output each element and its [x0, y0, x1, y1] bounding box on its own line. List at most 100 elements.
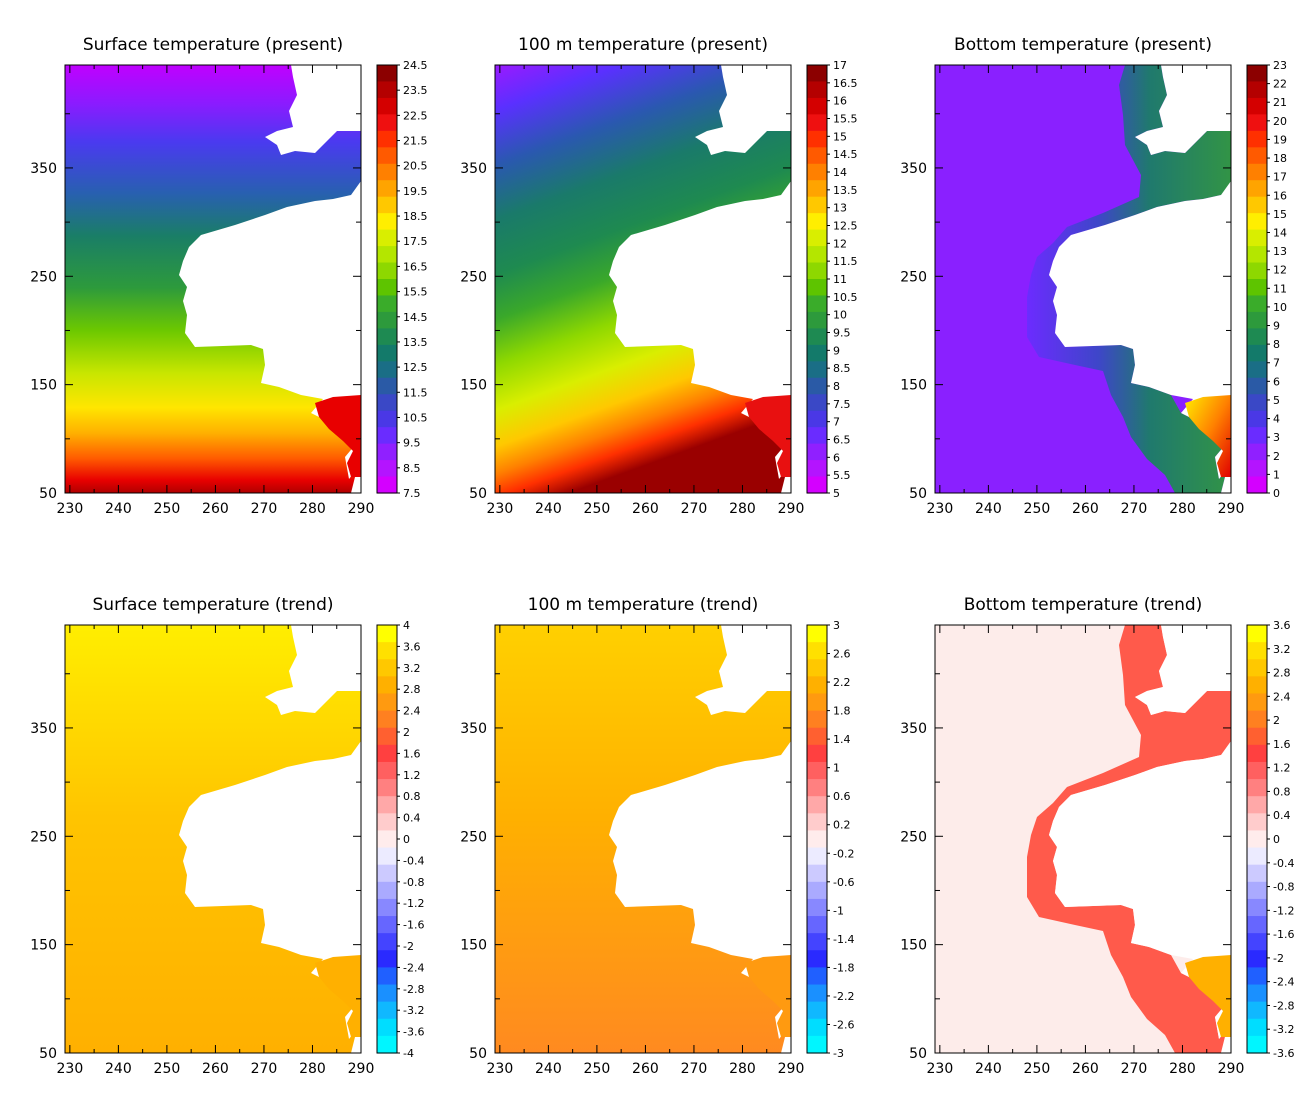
- colorbar-label: 15: [1273, 208, 1287, 221]
- colorbar-swatch: [1247, 693, 1267, 712]
- colorbar-swatch: [1247, 830, 1267, 849]
- gulf-patch: [745, 395, 791, 477]
- colorbar-label: 24.5: [403, 59, 428, 72]
- colorbar-label: 7.5: [403, 487, 421, 500]
- data-field: [495, 65, 791, 493]
- colorbar-swatch: [807, 693, 827, 712]
- colorbar-swatch: [1247, 933, 1267, 951]
- colorbar-swatch: [377, 796, 397, 814]
- colorbar-swatch: [377, 659, 397, 677]
- colorbar-swatch: [1247, 864, 1267, 883]
- colorbar-swatch: [1247, 246, 1267, 264]
- colorbar-label: 4: [1273, 413, 1280, 426]
- plot-frame: [494, 624, 792, 1054]
- colorbar-swatch: [1247, 967, 1267, 986]
- colorbar-swatch: [1247, 710, 1267, 729]
- colorbar-label: 18.5: [403, 210, 428, 223]
- colorbar-label: 2: [1273, 714, 1280, 727]
- colorbar-swatch: [377, 246, 397, 264]
- x-tick-label: 250: [584, 1061, 611, 1077]
- x-tick-label: 230: [926, 501, 953, 517]
- x-tick-label: 280: [729, 501, 756, 517]
- panel-5: 100 m temperature (trend) 230 240 250 260 270…: [460, 595, 854, 1077]
- x-tick-label: 270: [681, 1061, 708, 1077]
- colorbar-label: 0.4: [1273, 809, 1291, 822]
- colorbar-label: 13: [1273, 245, 1287, 258]
- colorbar-swatch: [377, 642, 397, 660]
- x-tick-label: 240: [105, 501, 132, 517]
- colorbar-swatch: [1247, 984, 1267, 1003]
- y-tick-label: 50: [39, 486, 57, 502]
- y-tick-label: 250: [30, 269, 57, 285]
- colorbar-label: -2.8: [1273, 999, 1294, 1012]
- colorbar-label: -3.2: [403, 1004, 424, 1017]
- colorbar-swatch: [377, 97, 397, 115]
- colorbar-label: 12: [833, 237, 847, 250]
- colorbar-label: -0.8: [1273, 881, 1294, 894]
- colorbar-swatch: [807, 984, 827, 1003]
- colorbar-swatch: [807, 163, 827, 181]
- x-tick-label: 270: [1121, 501, 1148, 517]
- colorbar-swatch: [377, 830, 397, 849]
- colorbar-swatch: [1247, 460, 1267, 478]
- colorbar-swatch: [377, 361, 397, 379]
- panel-title: Bottom temperature (trend): [964, 595, 1203, 615]
- colorbar-label: 17.5: [403, 235, 428, 248]
- colorbar-swatch: [377, 761, 397, 780]
- colorbar-label: 0: [1273, 487, 1280, 500]
- colorbar-swatch: [1247, 950, 1267, 968]
- colorbar-swatch: [807, 1018, 827, 1037]
- y-tick-label: 250: [460, 829, 487, 845]
- colorbar-label: 2.8: [1273, 667, 1291, 680]
- colorbar-label: 10.5: [833, 291, 858, 304]
- colorbar-label: 1.6: [1273, 738, 1291, 751]
- colorbar-label: 16: [833, 95, 847, 108]
- x-tick-label: 270: [251, 1061, 278, 1077]
- colorbar-swatch: [807, 967, 827, 986]
- colorbar-swatch: [377, 1001, 397, 1020]
- colorbar-label: 10.5: [403, 411, 428, 424]
- y-tick-label: 150: [460, 378, 487, 394]
- colorbar-label: 9.5: [833, 327, 851, 340]
- colorbar-label: 5: [1273, 394, 1280, 407]
- plot-frame: [934, 64, 1232, 494]
- x-tick-label: 280: [1169, 501, 1196, 517]
- colorbar-swatch: [1247, 625, 1267, 643]
- x-tick-label: 250: [1024, 1061, 1051, 1077]
- x-tick-label: 290: [348, 501, 375, 517]
- colorbar-label: 10: [833, 309, 847, 322]
- colorbar: 24.5 23.5 22.5 21.5 20.5 19.5 18.5 17.5 16.5 15.5…: [376, 59, 428, 500]
- colorbar-label: 22: [1273, 78, 1287, 91]
- colorbar-label: 1.4: [833, 733, 851, 746]
- colorbar-label: 11.5: [403, 386, 428, 399]
- colorbar-swatch: [377, 779, 397, 797]
- colorbar-label: 3.2: [1273, 643, 1291, 656]
- gulf-patch: [315, 955, 361, 1037]
- colorbar-swatch: [1247, 295, 1267, 313]
- colorbar-swatch: [377, 1035, 397, 1054]
- colorbar-swatch: [1247, 213, 1267, 231]
- y-tick-label: 150: [30, 938, 57, 954]
- colorbar-swatch: [1247, 1035, 1267, 1054]
- x-tick-label: 240: [975, 501, 1002, 517]
- x-tick-label: 290: [1218, 501, 1245, 517]
- colorbar-swatch: [1247, 114, 1267, 132]
- x-tick-label: 240: [105, 1061, 132, 1077]
- colorbar-swatch: [1247, 344, 1267, 362]
- y-tick-label: 50: [469, 486, 487, 502]
- panel-4: Surface temperature (trend)230 240 250 260 2…: [30, 595, 424, 1077]
- colorbar-swatch: [807, 727, 827, 746]
- colorbar-label: 4: [403, 619, 410, 632]
- colorbar-swatch: [1247, 761, 1267, 780]
- colorbar-swatch: [377, 676, 397, 695]
- panel-title: Surface temperature (present): [83, 35, 343, 55]
- colorbar-swatch: [1247, 196, 1267, 214]
- colorbar-label: 0.8: [403, 790, 421, 803]
- colorbar-label: 1: [1273, 468, 1280, 481]
- colorbar-swatch: [377, 984, 397, 1003]
- colorbar-label: 1: [833, 762, 840, 775]
- colorbar-label: 17: [1273, 171, 1287, 184]
- colorbar-label: -0.8: [403, 876, 424, 889]
- colorbar-swatch: [1247, 262, 1267, 280]
- colorbar-swatch: [807, 813, 827, 832]
